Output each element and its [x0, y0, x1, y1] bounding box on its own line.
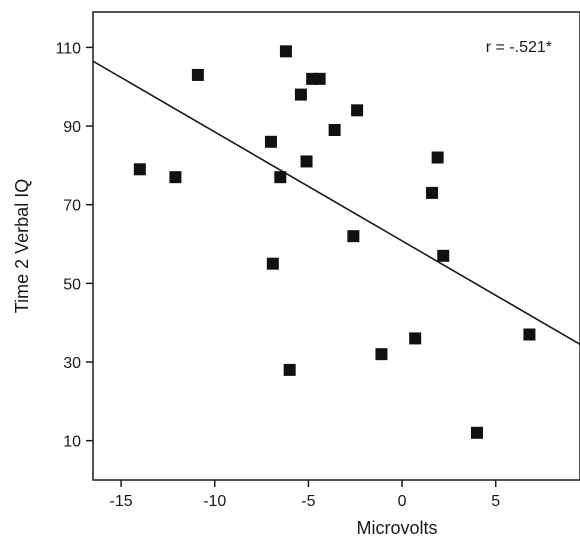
data-point [426, 186, 439, 199]
y-tick-label: 30 [63, 355, 81, 372]
data-point [470, 426, 483, 439]
x-tick-label: -15 [110, 493, 133, 510]
data-point [169, 171, 182, 184]
data-point [437, 249, 450, 262]
y-axis: 10 30 50 70 90 110 [55, 40, 93, 451]
x-tick-label: 0 [398, 493, 407, 510]
data-point [274, 171, 287, 184]
data-point [347, 230, 360, 243]
data-point [351, 104, 364, 117]
y-tick-label: 10 [63, 434, 81, 451]
x-axis-label: Microvolts [356, 518, 437, 538]
data-point [313, 72, 326, 85]
data-point [409, 332, 422, 345]
data-point [523, 328, 536, 341]
correlation-annotation: r = -.521* [486, 39, 552, 56]
y-tick-label: 110 [55, 40, 81, 57]
x-tick-label: 5 [491, 493, 500, 510]
data-point [294, 88, 307, 101]
data-point [279, 45, 292, 58]
data-point [300, 155, 313, 168]
data-point [266, 257, 279, 270]
y-axis-label: Time 2 Verbal IQ [12, 179, 32, 313]
data-point [264, 135, 277, 148]
regression-line [92, 60, 580, 346]
y-tick-label: 70 [63, 198, 81, 215]
data-points [133, 45, 536, 439]
data-point [133, 163, 146, 176]
y-tick-label: 50 [63, 276, 81, 293]
data-point [191, 68, 204, 81]
data-point [375, 348, 388, 361]
x-axis: -15 -10 -5 0 5 [110, 480, 500, 510]
x-tick-label: -10 [203, 493, 226, 510]
x-tick-label: -5 [301, 493, 315, 510]
data-point [328, 123, 341, 136]
plot-frame [92, 11, 580, 481]
data-point [431, 151, 444, 164]
y-tick-label: 90 [63, 119, 81, 136]
data-point [283, 363, 296, 376]
